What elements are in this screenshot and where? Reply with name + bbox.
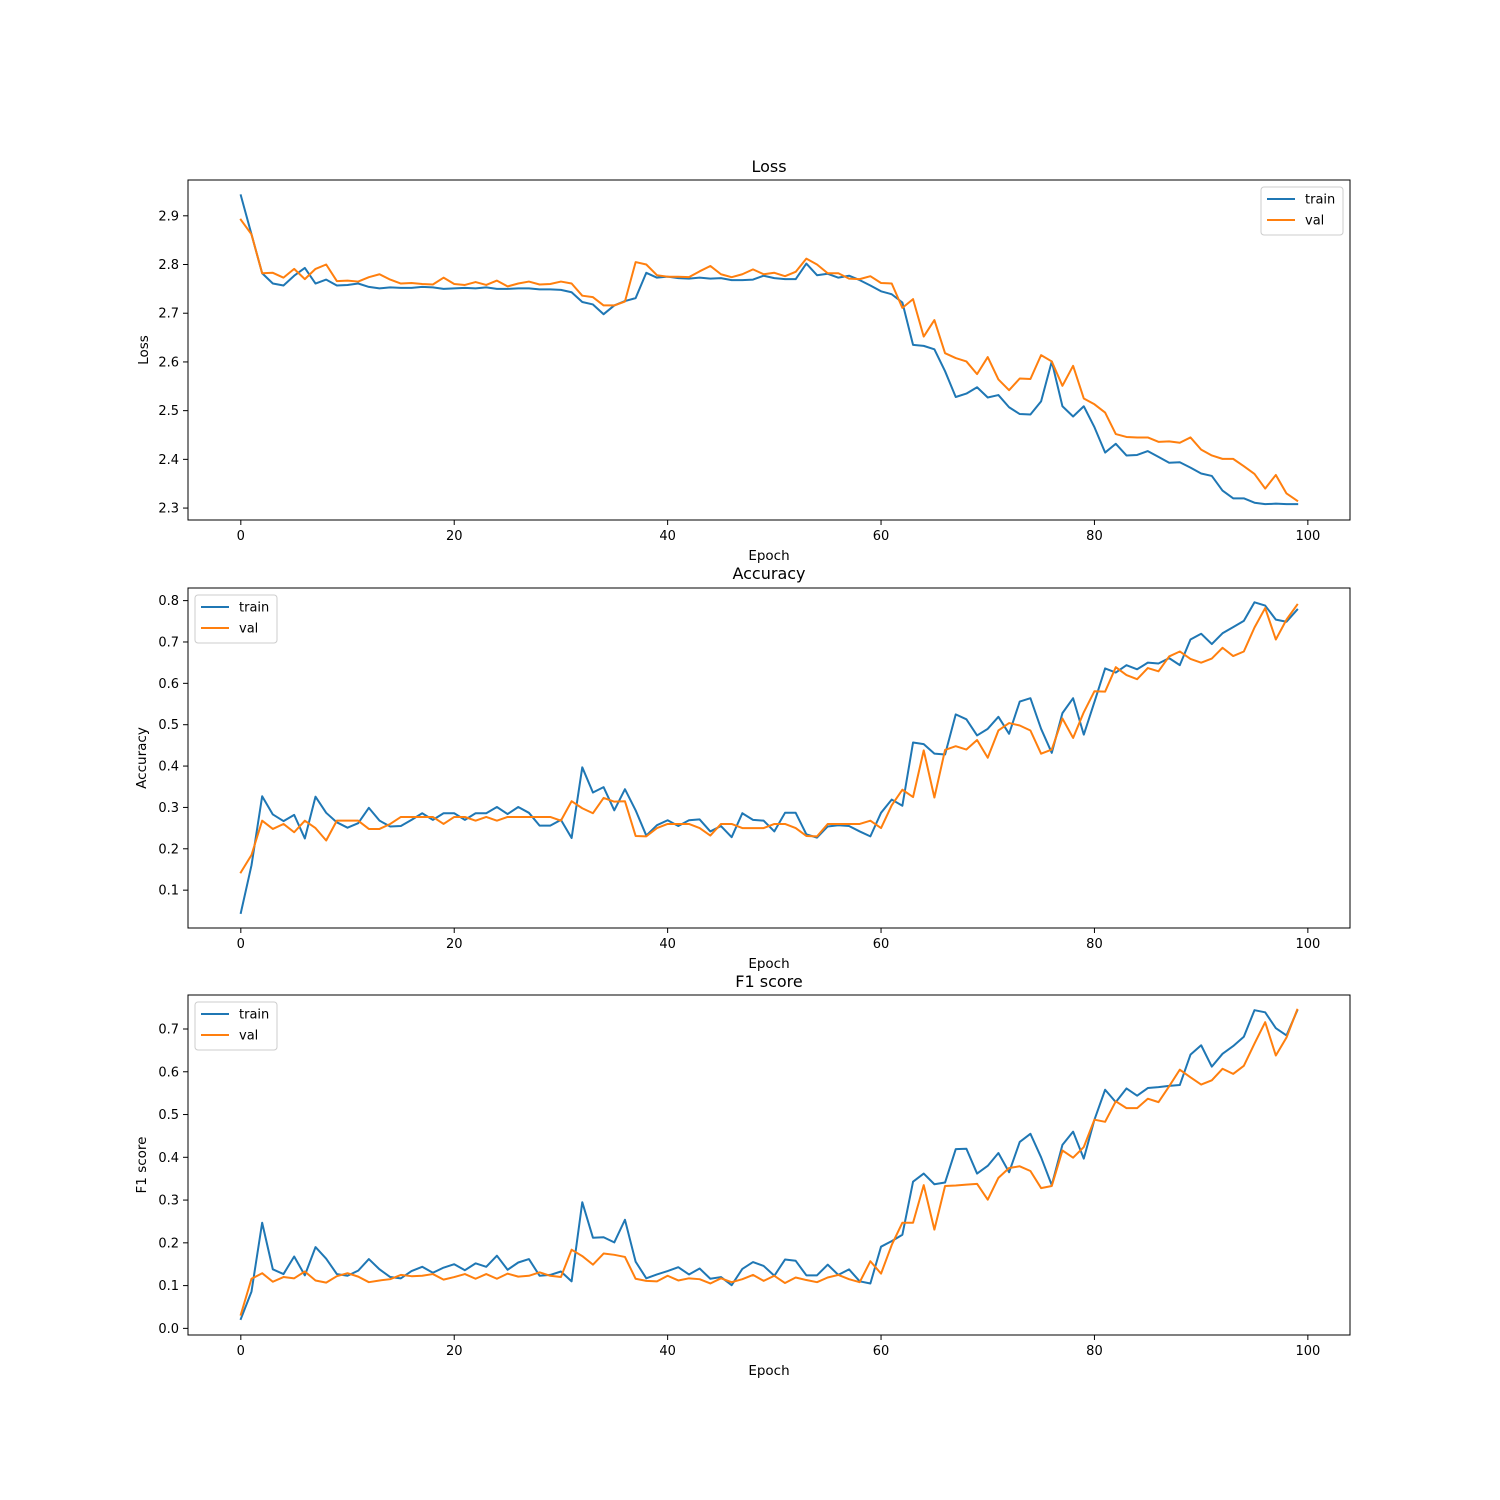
loss-plot-frame bbox=[187, 179, 1351, 521]
accuracy-x-tick-label: 60 bbox=[873, 937, 890, 952]
loss-x-tick-label: 40 bbox=[659, 529, 676, 544]
accuracy-y-tick-label: 0.5 bbox=[158, 718, 179, 733]
f1-score-y-tick-label: 0.4 bbox=[158, 1151, 179, 1166]
accuracy-legend-label-val: val bbox=[239, 622, 258, 637]
accuracy-legend-label-train: train bbox=[239, 601, 269, 616]
accuracy-y-tick-label: 0.6 bbox=[158, 677, 179, 692]
loss-legend: train val bbox=[1260, 186, 1344, 236]
loss-x-axis-label: Epoch bbox=[748, 548, 789, 564]
loss-series-train-line bbox=[239, 194, 1299, 506]
accuracy-x-tick-label: 40 bbox=[659, 937, 676, 952]
f1-score-y-tick-label: 0.3 bbox=[158, 1194, 179, 1209]
loss-x-tick-label: 60 bbox=[873, 529, 890, 544]
f1-score-x-tick-label: 0 bbox=[237, 1344, 245, 1359]
loss-y-tick-label: 2.9 bbox=[158, 209, 179, 224]
f1-score-series-val-line bbox=[239, 1008, 1299, 1316]
accuracy-x-tick-label: 100 bbox=[1295, 937, 1320, 952]
loss-y-tick-label: 2.5 bbox=[158, 404, 179, 419]
loss-y-tick-label: 2.8 bbox=[158, 258, 179, 273]
loss-y-tick-label: 2.6 bbox=[158, 355, 179, 370]
accuracy-x-tick-label: 80 bbox=[1086, 937, 1103, 952]
loss-legend-label-train: train bbox=[1305, 193, 1335, 208]
accuracy-y-axis-label: Accuracy bbox=[134, 727, 150, 789]
f1-score-x-tick-label: 80 bbox=[1086, 1344, 1103, 1359]
accuracy-y-tick-label: 0.3 bbox=[158, 801, 179, 816]
loss-y-tick-label: 2.7 bbox=[158, 307, 179, 322]
f1-score-y-tick-label: 0.6 bbox=[158, 1065, 179, 1080]
accuracy-x-tick-label: 20 bbox=[446, 937, 463, 952]
accuracy-y-tick-label: 0.7 bbox=[158, 635, 179, 650]
f1-score-y-tick-label: 0.7 bbox=[158, 1023, 179, 1038]
accuracy-x-tick-label: 0 bbox=[237, 937, 245, 952]
f1-score-x-tick-label: 40 bbox=[659, 1344, 676, 1359]
accuracy-x-axis-label: Epoch bbox=[748, 956, 789, 972]
accuracy-y-tick-label: 0.8 bbox=[158, 594, 179, 609]
f1-score-legend: train val bbox=[194, 1001, 278, 1051]
accuracy-legend: train val bbox=[194, 594, 278, 644]
loss-x-tick-label: 80 bbox=[1086, 529, 1103, 544]
accuracy-subplot: Accuracy Epoch Accuracy 0 20 40 60 80 100 0.1 0… bbox=[134, 564, 1351, 972]
accuracy-plot-frame bbox=[187, 587, 1351, 929]
f1-score-series-train-line bbox=[239, 1009, 1299, 1321]
loss-title: Loss bbox=[751, 157, 786, 176]
loss-legend-label-val: val bbox=[1305, 214, 1324, 229]
accuracy-y-tick-label: 0.2 bbox=[158, 842, 179, 857]
f1-score-y-tick-label: 0.2 bbox=[158, 1236, 179, 1251]
loss-y-axis-label: Loss bbox=[136, 335, 152, 365]
f1-score-x-axis-label: Epoch bbox=[748, 1363, 789, 1379]
loss-subplot: Loss Epoch Loss 0 20 40 60 80 100 2.3 2.4 2.5 2.6… bbox=[136, 157, 1351, 564]
loss-y-tick-label: 2.4 bbox=[158, 453, 179, 468]
f1-score-plot-frame bbox=[187, 994, 1351, 1336]
accuracy-title: Accuracy bbox=[732, 564, 805, 583]
accuracy-y-tick-label: 0.4 bbox=[158, 760, 179, 775]
loss-x-tick-label: 0 bbox=[237, 529, 245, 544]
f1-score-x-tick-label: 100 bbox=[1295, 1344, 1320, 1359]
f1-score-x-tick-label: 20 bbox=[446, 1344, 463, 1359]
loss-x-tick-label: 100 bbox=[1295, 529, 1320, 544]
loss-series-val-line bbox=[239, 218, 1299, 503]
accuracy-y-tick-label: 0.1 bbox=[158, 884, 179, 899]
loss-x-tick-label: 20 bbox=[446, 529, 463, 544]
f1-score-y-tick-label: 0.5 bbox=[158, 1108, 179, 1123]
f1-score-y-tick-label: 0.1 bbox=[158, 1279, 179, 1294]
f1-score-subplot: F1 score Epoch F1 score 0 20 40 60 80 100 0.0 0… bbox=[134, 972, 1351, 1379]
f1-score-y-tick-label: 0.0 bbox=[158, 1322, 179, 1337]
f1-score-title: F1 score bbox=[735, 972, 802, 991]
f1-score-legend-label-val: val bbox=[239, 1029, 258, 1044]
f1-score-y-axis-label: F1 score bbox=[134, 1137, 150, 1194]
f1-score-legend-label-train: train bbox=[239, 1008, 269, 1023]
f1-score-x-tick-label: 60 bbox=[873, 1344, 890, 1359]
loss-y-tick-label: 2.3 bbox=[158, 502, 179, 517]
accuracy-series-val-line bbox=[239, 603, 1299, 874]
